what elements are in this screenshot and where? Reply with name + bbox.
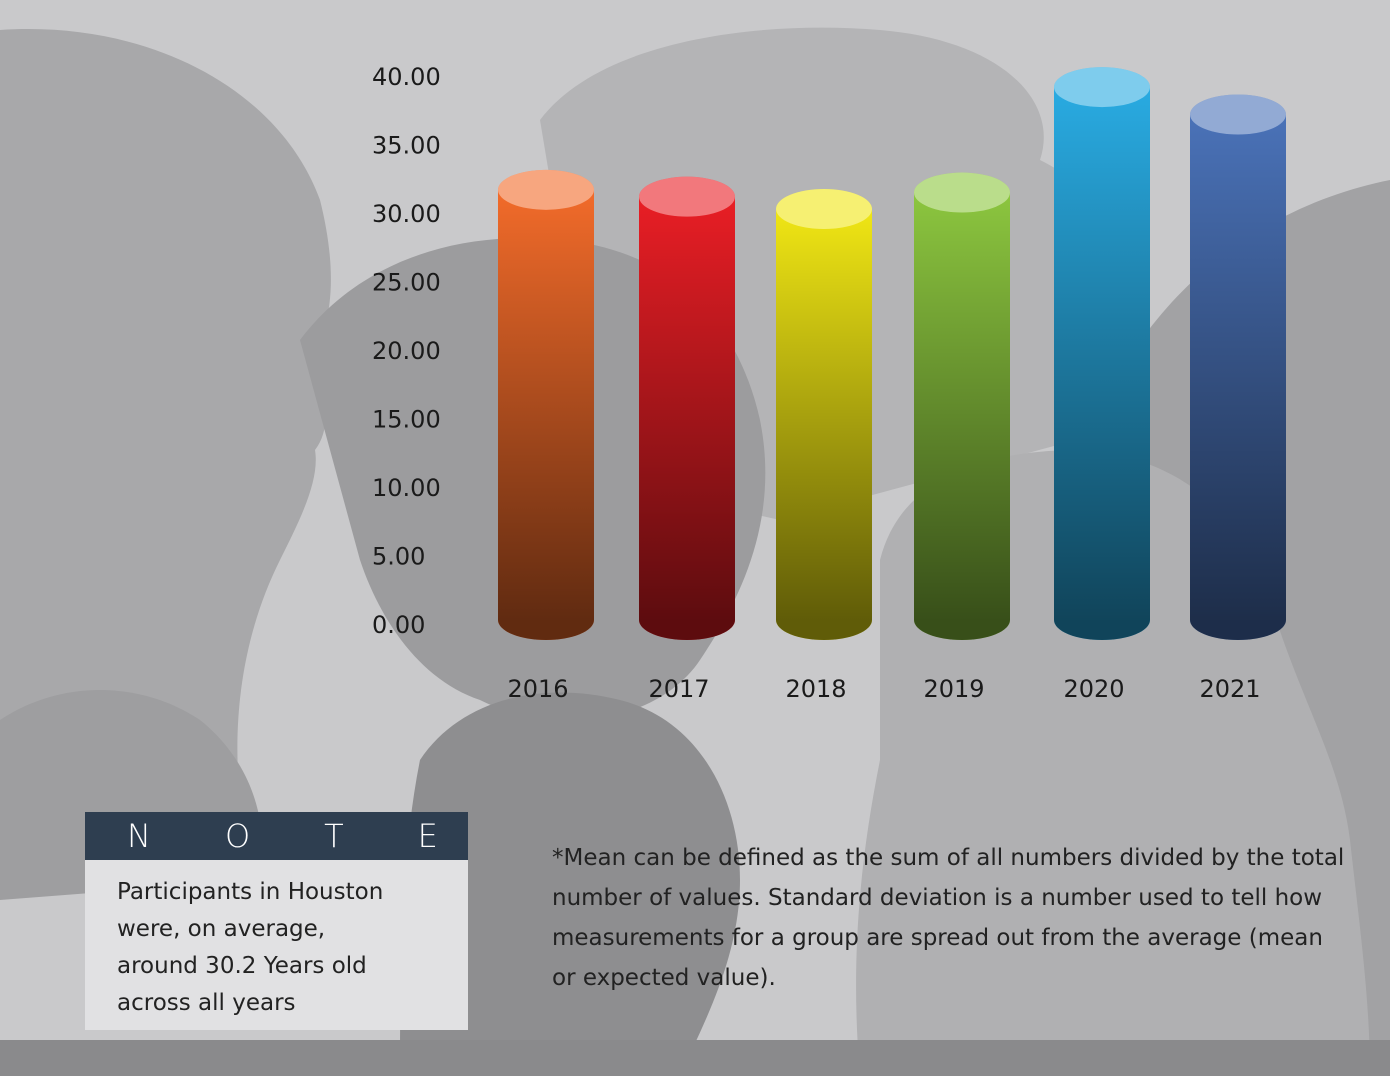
text-line: around 30.2 Years old — [117, 953, 367, 979]
bar-top-highlight — [1054, 67, 1150, 108]
bar-top — [1190, 94, 1286, 135]
silhouette — [0, 1040, 1390, 1076]
bar-body-shade — [1190, 114, 1286, 620]
bar-body-shade — [1054, 87, 1150, 620]
y-tick-label: 10.00 — [372, 474, 441, 502]
x-tick-label: 2021 — [1199, 675, 1260, 703]
text-line: Participants in Houston — [117, 879, 384, 905]
y-tick-label: 30.00 — [372, 200, 441, 228]
footnote: *Mean can be defined as the sum of all n… — [552, 838, 1390, 998]
y-tick-label: 25.00 — [372, 269, 441, 297]
bar-top — [639, 176, 735, 217]
text-line: were, on average, — [117, 916, 326, 942]
note-body: Participants in Houston were, on average,… — [85, 860, 468, 1030]
cylinder-bar — [1054, 67, 1150, 640]
bar-body-shade — [776, 209, 872, 620]
x-tick-label: 2020 — [1063, 675, 1124, 703]
y-tick-label: 15.00 — [372, 406, 441, 434]
cylinder-bar — [914, 172, 1010, 640]
text-line: *Mean can be defined as the sum of all n… — [552, 845, 1345, 871]
cylinder-bar — [776, 189, 872, 640]
bar-top — [1054, 67, 1150, 108]
y-tick-label: 40.00 — [372, 63, 441, 91]
text-line: number of values. Standard deviation is … — [552, 885, 1323, 911]
text-line: measurements for a group are spread out … — [552, 925, 1323, 951]
x-tick-label: 2016 — [507, 675, 568, 703]
bar-top-highlight — [498, 169, 594, 210]
y-tick-label: 35.00 — [372, 132, 441, 160]
y-tick-label: 5.00 — [372, 543, 425, 571]
y-tick-label: 0.00 — [372, 611, 425, 639]
bar-top — [776, 189, 872, 229]
x-tick-label: 2018 — [785, 675, 846, 703]
bar-body-shade — [498, 189, 594, 620]
bar-top-highlight — [776, 189, 872, 229]
bar-top-highlight — [914, 172, 1010, 213]
silhouette — [0, 29, 331, 801]
bar-top — [914, 172, 1010, 213]
x-tick-label: 2019 — [923, 675, 984, 703]
cylinder-bar — [498, 169, 594, 640]
text-line: or expected value). — [552, 965, 776, 991]
bar-body-shade — [914, 192, 1010, 620]
bar-body-shade — [639, 196, 735, 621]
note-title: NOTE — [85, 812, 468, 860]
text-line: across all years — [117, 990, 296, 1016]
silhouette — [400, 692, 740, 1076]
x-tick-label: 2017 — [648, 675, 709, 703]
bar-top-highlight — [639, 176, 735, 217]
bar-top — [498, 169, 594, 210]
cylinder-bar — [1190, 94, 1286, 640]
bar-top-highlight — [1190, 94, 1286, 135]
y-tick-label: 20.00 — [372, 337, 441, 365]
cylinder-bar — [639, 176, 735, 640]
